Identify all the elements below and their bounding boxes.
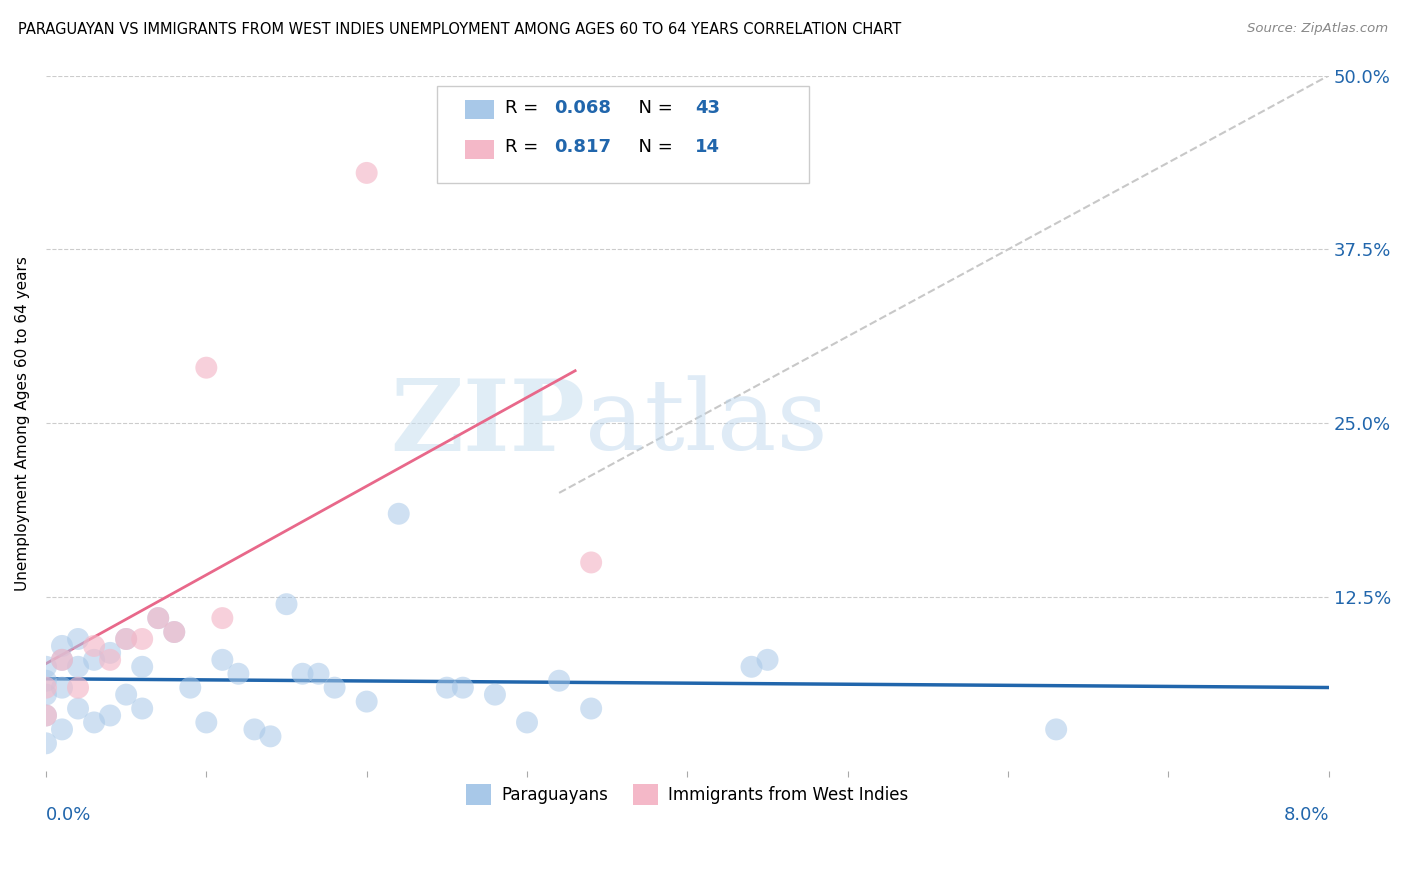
FancyBboxPatch shape: [465, 100, 494, 120]
Point: [516, 715, 538, 730]
Text: 14: 14: [695, 138, 720, 156]
Text: ZIP: ZIP: [389, 375, 585, 472]
Point: [35, 708, 58, 723]
Point: [51, 653, 73, 667]
Point: [51, 653, 73, 667]
Point: [51, 723, 73, 737]
Text: atlas: atlas: [585, 376, 828, 471]
Point: [115, 632, 138, 646]
Point: [98, 653, 121, 667]
Point: [195, 360, 218, 375]
Point: [35, 688, 58, 702]
Point: [67, 701, 90, 715]
Text: R =: R =: [505, 99, 544, 117]
Point: [228, 666, 250, 681]
Point: [35, 660, 58, 674]
Point: [356, 695, 378, 709]
Point: [436, 681, 458, 695]
Point: [35, 681, 58, 695]
Point: [243, 723, 266, 737]
Point: [484, 688, 506, 702]
Point: [579, 701, 602, 715]
Point: [35, 708, 58, 723]
Point: [356, 166, 378, 180]
Point: [579, 556, 602, 570]
Point: [276, 597, 298, 611]
Point: [291, 666, 314, 681]
Text: 8.0%: 8.0%: [1284, 805, 1329, 824]
Point: [148, 611, 170, 625]
Point: [115, 688, 138, 702]
FancyBboxPatch shape: [465, 139, 494, 159]
Point: [67, 632, 90, 646]
Y-axis label: Unemployment Among Ages 60 to 64 years: Unemployment Among Ages 60 to 64 years: [15, 256, 30, 591]
Point: [323, 681, 346, 695]
Point: [131, 701, 153, 715]
Point: [741, 660, 763, 674]
FancyBboxPatch shape: [437, 86, 810, 184]
Point: [148, 611, 170, 625]
Point: [308, 666, 330, 681]
Point: [163, 625, 186, 640]
Point: [115, 632, 138, 646]
Text: 0.068: 0.068: [554, 99, 612, 117]
Point: [67, 681, 90, 695]
Point: [195, 715, 218, 730]
Point: [163, 625, 186, 640]
Text: R =: R =: [505, 138, 550, 156]
Point: [83, 715, 105, 730]
Text: PARAGUAYAN VS IMMIGRANTS FROM WEST INDIES UNEMPLOYMENT AMONG AGES 60 TO 64 YEARS: PARAGUAYAN VS IMMIGRANTS FROM WEST INDIE…: [18, 22, 901, 37]
Text: 0.0%: 0.0%: [46, 805, 91, 824]
Point: [211, 653, 233, 667]
Point: [51, 681, 73, 695]
Point: [131, 660, 153, 674]
Point: [179, 681, 201, 695]
Point: [451, 681, 474, 695]
Text: Source: ZipAtlas.com: Source: ZipAtlas.com: [1247, 22, 1388, 36]
Text: N =: N =: [627, 99, 679, 117]
Point: [548, 673, 571, 688]
Point: [35, 673, 58, 688]
Point: [35, 736, 58, 750]
Point: [83, 653, 105, 667]
Point: [211, 611, 233, 625]
Text: 43: 43: [695, 99, 720, 117]
Point: [83, 639, 105, 653]
Text: 0.817: 0.817: [554, 138, 612, 156]
Legend: Paraguayans, Immigrants from West Indies: Paraguayans, Immigrants from West Indies: [460, 778, 915, 812]
Point: [388, 507, 411, 521]
Point: [98, 646, 121, 660]
Point: [1045, 723, 1067, 737]
Point: [51, 639, 73, 653]
Text: N =: N =: [627, 138, 679, 156]
Point: [259, 730, 281, 744]
Point: [756, 653, 779, 667]
Point: [67, 660, 90, 674]
Point: [98, 708, 121, 723]
Point: [131, 632, 153, 646]
